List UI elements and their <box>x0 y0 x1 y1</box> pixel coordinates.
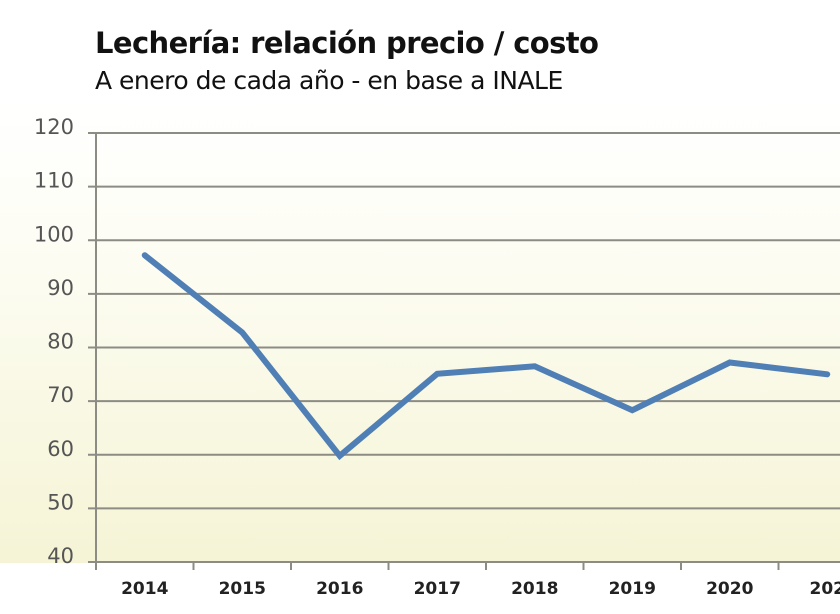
x-tick-label: 202 <box>810 579 840 599</box>
y-tick-label: 100 <box>34 222 74 246</box>
x-tick-label: 2018 <box>511 579 558 599</box>
y-tick-label: 40 <box>47 544 74 568</box>
y-tick-label: 50 <box>47 490 74 514</box>
x-tick-label: 2016 <box>316 579 363 599</box>
x-tick-label: 2020 <box>706 579 753 599</box>
series-line <box>141 252 831 461</box>
y-tick-label: 60 <box>47 437 74 461</box>
plot-background <box>0 100 840 563</box>
x-tick-label: 2014 <box>121 579 168 599</box>
chart-subtitle: A enero de cada año - en base a INALE <box>95 66 563 95</box>
y-axis: 120 110 100 90 80 70 60 50 40 <box>34 115 97 570</box>
series-layer <box>141 252 831 461</box>
y-tick-label: 80 <box>47 330 74 354</box>
x-tick-label: 2017 <box>414 579 461 599</box>
y-tick-label: 90 <box>47 276 74 300</box>
y-tick-label: 120 <box>34 115 74 139</box>
gridlines <box>88 132 840 563</box>
x-axis: 2014 2015 2016 2017 2018 2019 2020 202 <box>121 562 840 599</box>
x-tick-label: 2019 <box>609 579 656 599</box>
y-tick-label: 70 <box>47 383 74 407</box>
y-tick-label: 110 <box>34 169 74 193</box>
x-tick-label: 2015 <box>219 579 266 599</box>
chart-title: Lechería: relación precio / costo <box>95 26 599 60</box>
